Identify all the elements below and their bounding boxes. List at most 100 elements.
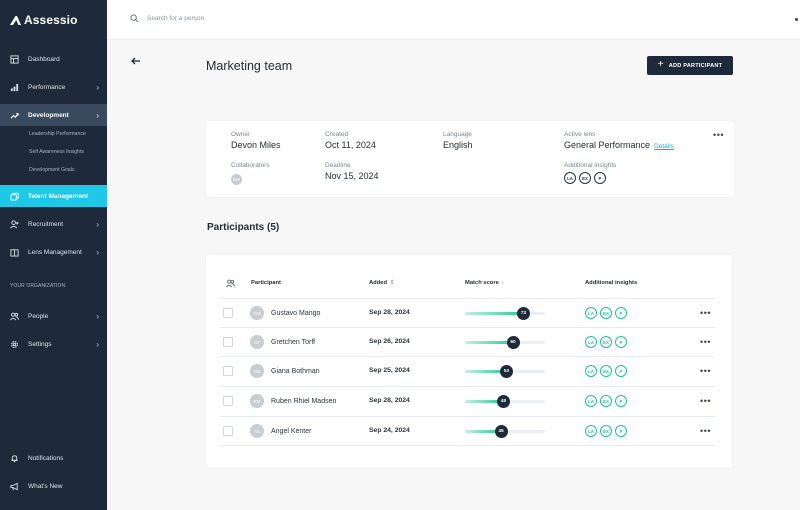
column-header-added[interactable]: Added ⇕ xyxy=(369,280,395,286)
chevron-right-icon: › xyxy=(96,110,99,120)
sidebar-item-development[interactable]: Development › xyxy=(0,104,107,126)
sidebar-item-label: Notifications xyxy=(28,454,64,462)
sidebar-item-label: People xyxy=(28,312,49,320)
participant-name[interactable]: Ruben Rhiel Madsen xyxy=(271,398,337,405)
insight-badge-la: LA xyxy=(585,425,597,437)
row-checkbox[interactable] xyxy=(223,396,233,406)
row-more-options-icon[interactable]: ••• xyxy=(700,426,711,436)
added-date: Sep 25, 2024 xyxy=(369,367,410,374)
section-label-organization: YOUR ORGANIZATION xyxy=(10,283,66,289)
match-score-fill xyxy=(465,400,504,403)
table-row[interactable]: RM Ruben Rhiel Madsen Sep 28, 2024 48 LA… xyxy=(220,386,715,415)
sidebar-item-label: Recruitment xyxy=(28,220,64,228)
gear-icon xyxy=(10,340,19,349)
chevron-right-icon: › xyxy=(96,82,99,92)
table-row[interactable]: AK Angel Kenter Sep 24, 2024 45 LA EX P … xyxy=(220,416,715,445)
assessio-logo-icon xyxy=(10,15,21,25)
table-row[interactable]: GT Gretchen Torff Sep 26, 2024 60 LA EX … xyxy=(220,327,715,356)
insight-badge-p: P xyxy=(615,336,627,348)
row-more-options-icon[interactable]: ••• xyxy=(700,366,711,376)
match-score-value: 45 xyxy=(494,425,508,438)
added-date: Sep 26, 2024 xyxy=(369,338,410,345)
back-arrow-icon[interactable] xyxy=(130,55,142,67)
megaphone-icon xyxy=(10,482,19,491)
sidebar-subitem-leadership-performance[interactable]: Leadership Performance xyxy=(29,131,86,137)
collaborators-field: Collaborators xyxy=(231,162,270,169)
active-lens-label: Active lens xyxy=(564,131,596,138)
insight-badge-ex: EX xyxy=(600,307,612,319)
chevron-right-icon: › xyxy=(96,311,99,321)
sidebar-item-lens-management[interactable]: Lens Management › xyxy=(0,241,107,263)
row-checkbox[interactable] xyxy=(223,308,233,318)
column-header-additional-insights: Additional insights xyxy=(585,280,638,286)
row-insights: LA EX P xyxy=(585,307,627,319)
additional-insights-field: Additional insights LA EX P xyxy=(564,162,616,184)
main-content: Marketing team + ADD PARTICIPANT Owner D… xyxy=(107,40,800,510)
sidebar-item-label: Performance xyxy=(28,83,66,91)
sidebar-item-recruitment[interactable]: Recruitment › xyxy=(0,213,107,235)
additional-insights-label: Additional insights xyxy=(564,162,617,169)
sidebar-item-dashboard[interactable]: Dashboard xyxy=(0,48,107,70)
search-icon xyxy=(130,14,139,23)
deadline-field: Deadline Nov 15, 2024 xyxy=(325,162,379,181)
sidebar-item-label: Settings xyxy=(28,340,52,348)
sidebar-item-talent-management[interactable]: Talent Management xyxy=(0,185,107,207)
table-row[interactable]: GB Giana Bothman Sep 25, 2024 52 LA EX P… xyxy=(220,356,715,385)
active-lens-value: General Performance Details xyxy=(564,140,674,150)
match-score-bar: 48 xyxy=(465,395,545,408)
row-checkbox[interactable] xyxy=(223,366,233,376)
sidebar-item-notifications[interactable]: Notifications xyxy=(0,447,107,469)
participant-name[interactable]: Gretchen Torff xyxy=(271,339,316,346)
sidebar-item-people[interactable]: People › xyxy=(0,305,107,327)
row-more-options-icon[interactable]: ••• xyxy=(700,396,711,406)
insight-badge-la: LA xyxy=(585,365,597,377)
column-header-participant: Participant xyxy=(251,280,281,286)
sort-icon: ⇕ xyxy=(389,280,395,286)
search-input[interactable] xyxy=(147,15,347,22)
avatar[interactable]: DM xyxy=(231,174,242,185)
sidebar-item-label: Talent Management xyxy=(28,192,89,200)
sidebar-item-performance[interactable]: Performance › xyxy=(0,76,107,98)
match-score-value: 73 xyxy=(516,307,530,320)
avatar: AK xyxy=(250,424,264,438)
sidebar-item-whats-new[interactable]: What's New xyxy=(0,475,107,497)
bell-icon xyxy=(10,454,19,463)
add-participant-button[interactable]: + ADD PARTICIPANT xyxy=(647,56,733,75)
sidebar-subitem-development-goals[interactable]: Development Goals xyxy=(29,167,75,173)
match-score-bar: 52 xyxy=(465,365,545,378)
owner-label: Owner xyxy=(231,131,251,138)
match-score-bar: 45 xyxy=(465,425,545,438)
created-value: Oct 11, 2024 xyxy=(325,140,376,150)
language-label: Language xyxy=(443,131,472,138)
user-add-icon xyxy=(10,219,19,229)
row-checkbox[interactable] xyxy=(223,426,233,436)
sort-desc-icon: ↓ xyxy=(501,280,505,286)
column-header-match-score[interactable]: Match score ↓ xyxy=(465,280,504,286)
owner-field: Owner Devon Miles xyxy=(231,131,281,150)
team-info-card: Owner Devon Miles Created Oct 11, 2024 L… xyxy=(206,121,734,197)
lens-details-link[interactable]: Details xyxy=(654,143,674,150)
search-box[interactable] xyxy=(130,14,347,23)
table-row[interactable]: GM Gustavo Mango Sep 28, 2024 73 LA EX P… xyxy=(220,298,715,327)
layers-icon xyxy=(10,192,19,201)
participant-name[interactable]: Gustavo Mango xyxy=(271,310,321,317)
sidebar-item-label: Lens Management xyxy=(28,248,82,256)
participant-name[interactable]: Giana Bothman xyxy=(271,368,320,375)
brand-logo[interactable]: Assessio xyxy=(10,13,78,27)
user-menu-icon[interactable] xyxy=(795,18,798,21)
match-score-fill xyxy=(465,430,501,433)
row-more-options-icon[interactable]: ••• xyxy=(700,337,711,347)
row-checkbox[interactable] xyxy=(223,337,233,347)
row-more-options-icon[interactable]: ••• xyxy=(700,308,711,318)
sidebar-subitem-self-awareness-insights[interactable]: Self Awareness Insights xyxy=(29,149,84,155)
more-options-icon[interactable]: ••• xyxy=(713,130,724,140)
participant-name[interactable]: Angel Kenter xyxy=(271,428,312,435)
insight-badge-la: LA xyxy=(585,307,597,319)
insight-badge-ex: EX xyxy=(600,336,612,348)
column-header-added-label: Added xyxy=(369,280,388,286)
sidebar-item-settings[interactable]: Settings › xyxy=(0,333,107,355)
table-bottom-divider xyxy=(220,445,715,446)
owner-value: Devon Miles xyxy=(231,140,281,150)
people-icon xyxy=(10,312,19,321)
avatar: GM xyxy=(250,306,264,320)
